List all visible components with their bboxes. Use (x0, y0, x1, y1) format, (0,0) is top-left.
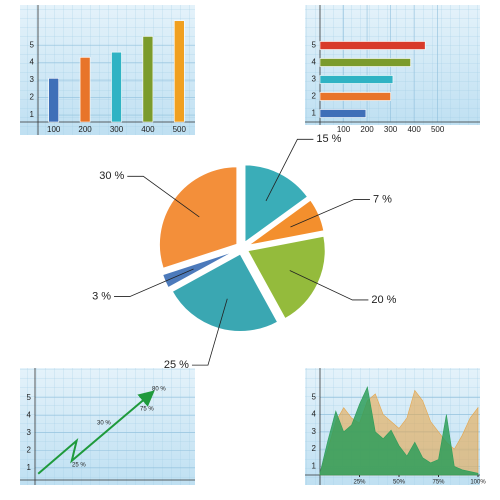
x-tick-label: 100 (337, 125, 351, 134)
y-tick-label: 1 (30, 110, 35, 119)
y-tick-label: 5 (27, 393, 32, 402)
bar (319, 92, 391, 101)
y-tick-label: 4 (27, 410, 32, 419)
y-tick-label: 2 (312, 444, 317, 453)
annotation: 75 % (140, 407, 154, 413)
x-tick-label: 200 (78, 125, 92, 134)
y-tick-label: 1 (27, 463, 32, 472)
x-tick-label: 400 (407, 125, 421, 134)
data-label: 30 % (99, 170, 124, 182)
leader-line (290, 199, 370, 228)
data-label: 20 % (371, 294, 396, 306)
x-tick-label: 75% (432, 480, 445, 486)
x-tick-label: 100 (47, 125, 61, 134)
data-label: 15 % (316, 133, 341, 145)
bar (319, 109, 367, 118)
leader-line (191, 298, 228, 366)
annotation: 30 % (97, 421, 111, 427)
bar (48, 78, 60, 123)
x-tick-label: 300 (110, 125, 124, 134)
leader-line (127, 175, 200, 218)
y-tick-label: 1 (312, 109, 317, 118)
leader-line (289, 270, 369, 301)
x-tick-label: 25% (353, 480, 366, 486)
x-tick-label: 200 (360, 125, 374, 134)
leader-line (265, 138, 314, 202)
y-tick-label: 3 (312, 427, 317, 436)
y-tick-label: 5 (312, 41, 317, 50)
y-tick-label: 4 (312, 410, 317, 419)
bar (142, 36, 154, 123)
x-tick-label: 400 (141, 125, 155, 134)
data-label: 7 % (373, 193, 392, 205)
y-tick-label: 4 (312, 58, 317, 67)
y-tick-label: 5 (30, 40, 35, 49)
bar (319, 41, 426, 50)
y-tick-label: 3 (27, 428, 32, 437)
y-tick-label: 2 (312, 92, 317, 101)
leader-line (114, 268, 194, 297)
annotation: 80 % (152, 387, 166, 393)
bar (79, 57, 91, 123)
x-tick-label: 500 (431, 125, 445, 134)
y-tick-label: 3 (30, 75, 35, 84)
bar (319, 75, 394, 84)
y-tick-label: 3 (312, 75, 317, 84)
bar (174, 20, 185, 123)
bar (111, 51, 122, 123)
line-series (37, 390, 155, 475)
area-series (319, 385, 479, 476)
y-tick-label: 1 (312, 461, 317, 470)
x-tick-label: 50% (393, 480, 406, 486)
x-tick-label: 100% (470, 480, 486, 486)
x-tick-label: 300 (384, 125, 398, 134)
y-tick-label: 2 (30, 93, 35, 102)
y-tick-label: 4 (30, 58, 35, 67)
y-tick-label: 2 (27, 445, 32, 454)
plot-cells (20, 5, 195, 135)
annotation: 25 % (72, 463, 86, 469)
bar (319, 58, 411, 67)
y-tick-label: 5 (312, 392, 317, 401)
data-label: 3 % (92, 290, 111, 302)
x-tick-label: 500 (173, 125, 187, 134)
